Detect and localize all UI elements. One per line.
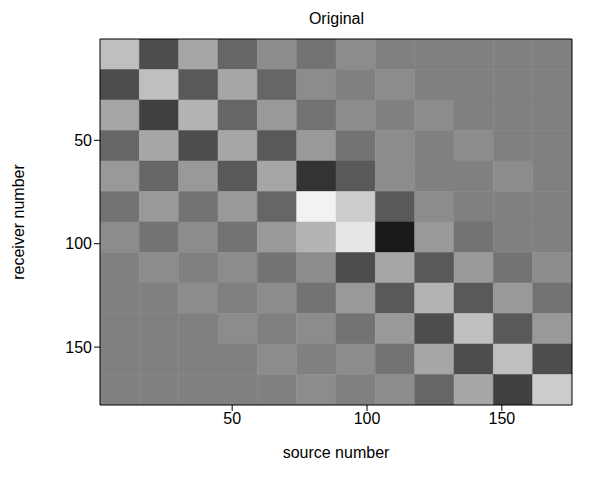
svg-text:receiver number: receiver number: [10, 164, 27, 280]
svg-text:100: 100: [354, 410, 381, 427]
svg-text:50: 50: [74, 132, 92, 149]
svg-text:150: 150: [489, 410, 516, 427]
svg-text:100: 100: [65, 235, 92, 252]
svg-text:150: 150: [65, 339, 92, 356]
svg-text:source number: source number: [283, 444, 390, 461]
html-text:Original: Original: [308, 10, 365, 27]
svg-text:50: 50: [223, 410, 241, 427]
